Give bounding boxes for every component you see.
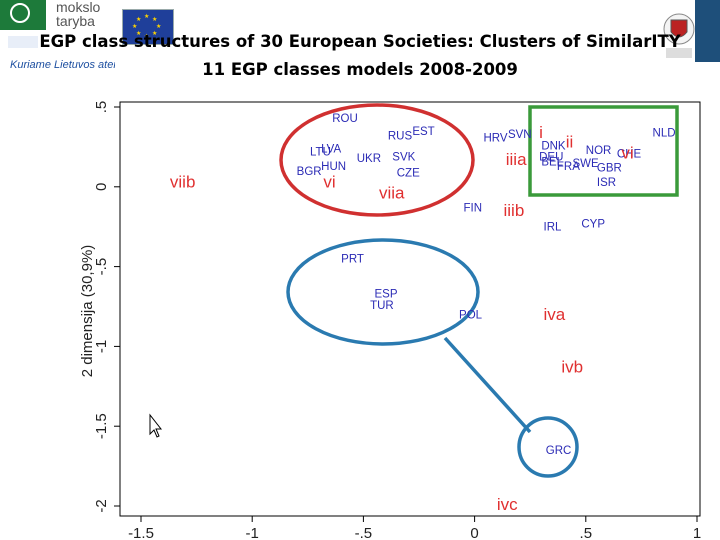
class-label: viib: [170, 172, 196, 191]
y-tick-label: -2: [93, 499, 110, 512]
cluster-overlays: [279, 103, 679, 478]
country-point-label: PRT: [341, 254, 364, 266]
y-tick-label: -1: [93, 340, 110, 353]
class-label: ii: [566, 133, 574, 152]
class-label: vi: [323, 172, 335, 191]
plot-frame: [119, 101, 701, 517]
class-label: iiia: [506, 150, 527, 169]
cluster-eastern-ellipse: [279, 103, 475, 217]
axes: .5 0 -.5 -1 -1.5 -2 -1.5 -1 -.5 0 .5 1 2 dimensija (…: [79, 101, 701, 540]
class-label: vi: [621, 144, 633, 163]
university-crest-icon: [663, 13, 695, 58]
class-label: iva: [544, 305, 566, 324]
country-point-label: LVA: [321, 143, 341, 155]
class-label: i: [539, 123, 543, 142]
y-tick-label: -1.5: [93, 413, 110, 439]
country-point-label: POL: [459, 309, 483, 321]
cursor-icon: [149, 413, 163, 438]
corner-decor: [695, 0, 720, 62]
country-point-label: NOR: [586, 145, 612, 157]
country-point-label: EST: [412, 126, 434, 138]
x-tick-label: 0: [470, 525, 478, 540]
logo-emblem-icon: [10, 3, 30, 23]
country-point-label: SVN: [508, 129, 532, 141]
mokslo-taryba-logo: mokslo taryba Kuriame Lietuvos ateitį: [0, 0, 115, 71]
x-tick-label: -1: [246, 525, 259, 540]
country-point-label: FRA: [557, 161, 580, 173]
y-tick-label: -.5: [93, 258, 110, 276]
class-label: iiib: [504, 201, 525, 220]
country-point-label: GRC: [546, 445, 572, 457]
logo-text-line2: taryba: [56, 13, 95, 29]
y-tick-label: 0: [93, 183, 110, 191]
country-point-label: NLD: [653, 128, 676, 140]
class-label: ivc: [497, 495, 518, 514]
class-label: ivb: [561, 358, 583, 377]
country-point-label: BGR: [297, 166, 322, 178]
country-point-label: IRL: [544, 222, 563, 234]
title-line2: 11 EGP classes models 2008-2009: [202, 60, 518, 79]
x-tick-label: -1.5: [128, 525, 154, 540]
country-point-label: TUR: [370, 300, 394, 312]
slide-header: mokslo taryba Kuriame Lietuvos ateitį ★ ★…: [0, 0, 720, 96]
title-line1: EGP class structures of 30 European Soci…: [39, 32, 681, 51]
y-tick-label: .5: [93, 101, 110, 114]
slide-title: EGP class structures of 30 European Soci…: [0, 28, 720, 84]
cluster-western-rect: [528, 105, 679, 197]
country-point-label: DNK: [541, 140, 566, 152]
class-label: viia: [379, 184, 405, 203]
country-point-label: HUN: [321, 161, 346, 173]
country-point-label: ROU: [332, 113, 358, 125]
x-tick-label: -.5: [355, 525, 373, 540]
x-tick-label: .5: [580, 525, 593, 540]
country-point-label: FIN: [463, 203, 482, 215]
y-axis-title: 2 dimensija (30,9%): [79, 245, 96, 378]
country-point-label: ISR: [597, 177, 616, 189]
x-tick-label: 1: [693, 525, 701, 540]
country-point-label: CYP: [581, 219, 605, 231]
country-point-label: SWE: [572, 158, 599, 170]
country-point-label: RUS: [388, 131, 413, 143]
country-point-label: GBR: [597, 163, 622, 175]
country-point-label: BEL: [541, 156, 563, 168]
cluster-connector-line: [443, 336, 532, 434]
cluster-southern-ellipse: [286, 238, 480, 346]
mds-scatter-plot: .5 0 -.5 -1 -1.5 -2 -1.5 -1 -.5 0 .5 1 2 dimensija (…: [79, 101, 701, 540]
country-point-label: HRV: [483, 132, 507, 144]
country-point-label: DEU: [539, 151, 563, 163]
country-point-label: ESP: [375, 289, 398, 301]
country-point-label: SVK: [392, 151, 415, 163]
logo-tagline: Kuriame Lietuvos ateitį: [10, 59, 115, 71]
cluster-greece-circle: [517, 416, 579, 478]
country-point-label: UKR: [357, 153, 381, 165]
country-point-label: CHE: [617, 148, 642, 160]
country-point-label: LTU: [310, 147, 331, 159]
logo-text-line1: mokslo: [56, 0, 101, 15]
logo-decor: [8, 36, 38, 48]
country-point-label: CZE: [397, 167, 420, 179]
eu-flag-icon: ★ ★ ★ ★ ★ ★ ★ ★: [122, 9, 174, 45]
